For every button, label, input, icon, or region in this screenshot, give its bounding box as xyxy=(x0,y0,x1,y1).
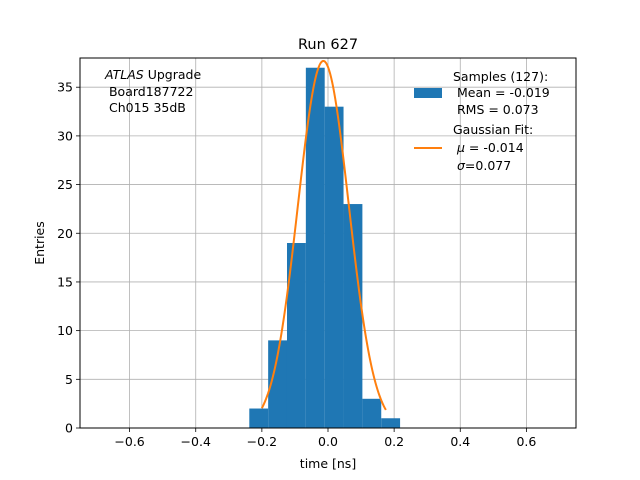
y-tick-label: 5 xyxy=(65,372,73,387)
gaussian-fit-line xyxy=(260,59,387,411)
legend-fit-mu: μ = -0.014 xyxy=(453,140,524,155)
legend-samples-mean: Mean = -0.019 xyxy=(453,85,550,100)
legend-fit-sigma: σ=0.077 xyxy=(453,158,511,173)
histogram-bar xyxy=(249,408,269,428)
annotation-channel: Ch015 35dB xyxy=(105,100,186,115)
histogram-bar xyxy=(381,418,401,428)
y-tick-label: 20 xyxy=(57,226,73,241)
chart-title: Run 627 xyxy=(298,37,358,53)
x-tick-label: −0.6 xyxy=(114,434,144,449)
legend-sigma-value: =0.077 xyxy=(465,158,511,173)
legend-fit-title: Gaussian Fit: xyxy=(453,122,533,137)
y-tick-label: 0 xyxy=(65,421,73,436)
y-tick-label: 35 xyxy=(57,80,73,95)
legend-samples-patch xyxy=(414,88,442,98)
y-tick-label: 30 xyxy=(57,128,73,143)
legend: Samples (127): Mean = -0.019 RMS = 0.073… xyxy=(414,69,550,173)
x-tick-label: 0.2 xyxy=(384,434,404,449)
histogram-bars xyxy=(249,67,401,429)
legend-mu-symbol: μ xyxy=(456,140,465,155)
annotation-atlas: ATLAS xyxy=(104,67,144,82)
legend-mu-value: = -0.014 xyxy=(465,140,524,155)
legend-samples-title: Samples (127): xyxy=(453,69,548,84)
gaussian-fit-curve xyxy=(260,59,387,411)
y-axis-ticks: 0 5 10 15 20 25 30 35 xyxy=(57,80,80,436)
atlas-annotation: ATLAS Upgrade Board187722 Ch015 35dB xyxy=(104,67,201,115)
y-tick-label: 10 xyxy=(57,323,73,338)
annotation-board: Board187722 xyxy=(105,84,193,99)
annotation-line-1: ATLAS Upgrade xyxy=(104,67,201,82)
x-tick-label: −0.4 xyxy=(181,434,211,449)
y-tick-label: 15 xyxy=(57,274,73,289)
x-tick-label: 0.4 xyxy=(450,434,470,449)
histogram-bar xyxy=(286,243,306,428)
histogram-bar xyxy=(268,340,287,428)
x-axis-label: time [ns] xyxy=(300,456,356,471)
legend-sigma-symbol: σ xyxy=(457,158,466,173)
histogram-bar xyxy=(305,67,325,428)
annotation-upgrade: Upgrade xyxy=(144,67,202,82)
x-axis-ticks: −0.6 −0.4 −0.2 0.0 0.2 0.4 0.6 xyxy=(114,428,536,449)
x-tick-label: 0.6 xyxy=(516,434,536,449)
x-tick-label: 0.0 xyxy=(318,434,338,449)
histogram-bar xyxy=(324,106,344,429)
y-tick-label: 25 xyxy=(57,177,73,192)
y-axis-label: Entries xyxy=(32,221,47,265)
legend-samples-rms: RMS = 0.073 xyxy=(453,102,539,117)
x-tick-label: −0.2 xyxy=(247,434,277,449)
histogram-bar xyxy=(343,204,363,428)
histogram-bar xyxy=(362,398,382,428)
